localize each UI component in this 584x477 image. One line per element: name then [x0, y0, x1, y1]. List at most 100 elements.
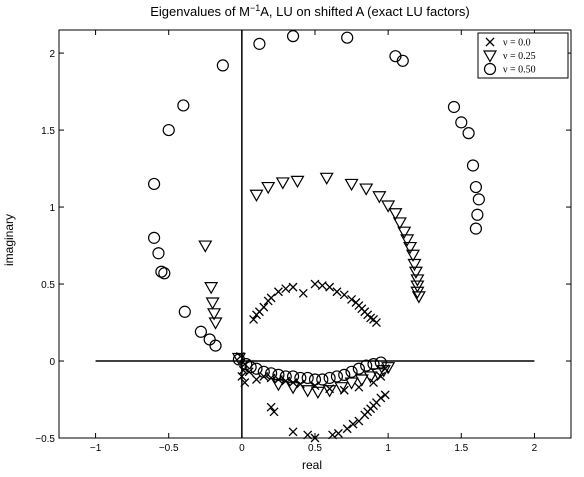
x-tick-label: 0.5 [308, 443, 322, 454]
data-point-circle [158, 267, 171, 280]
data-point-x [266, 402, 276, 412]
data-point-triangle-down [261, 181, 276, 195]
data-point-circle [472, 193, 485, 206]
data-point-circle [265, 367, 278, 380]
data-point-x [380, 390, 390, 400]
series-triangle-down [198, 172, 426, 400]
y-tick-label: 0 [49, 357, 55, 368]
data-point-triangle-down [271, 379, 286, 392]
data-point-triangle-down [381, 362, 396, 375]
data-point-circle [338, 368, 351, 381]
data-point-x [317, 281, 327, 291]
data-point-triangle-down [344, 178, 359, 192]
legend-marker-triangle-down [482, 50, 498, 63]
data-point-circle [253, 37, 266, 50]
data-point-x [369, 378, 378, 388]
data-point-x [376, 393, 386, 403]
data-point-triangle-down [359, 183, 374, 196]
data-point-circle [244, 361, 257, 374]
data-point-triangle-down [198, 240, 213, 253]
data-point-circle [147, 231, 161, 244]
data-point-triangle-down [249, 189, 264, 202]
data-point-circle [162, 123, 175, 137]
data-point-circle [345, 365, 358, 378]
y-axis-label: imaginary [2, 214, 16, 266]
data-point-circle [374, 356, 387, 369]
series-circle [147, 30, 485, 386]
data-point-triangle-down [392, 217, 407, 230]
data-point-x [342, 424, 352, 434]
data-point-triangle-down [310, 386, 325, 400]
data-point-triangle-down [411, 291, 426, 304]
data-point-triangle-down [372, 191, 387, 204]
data-point-x [371, 318, 381, 327]
legend-marker-circle [483, 62, 497, 76]
data-point-triangle-down [370, 368, 385, 381]
data-point-circle [257, 365, 270, 378]
data-point-triangle-down [286, 382, 301, 395]
data-point-circle [194, 325, 207, 338]
data-point-x [325, 282, 335, 292]
data-point-circle [471, 208, 484, 221]
data-point-x [269, 407, 279, 417]
y-tick-label: −0.5 [35, 434, 55, 445]
data-point-circle [250, 362, 263, 375]
legend-entry-label: ν = 0.50 [503, 65, 536, 76]
data-point-circle [455, 116, 468, 129]
data-point-x [348, 419, 358, 429]
plot-area-frame [58, 29, 572, 439]
data-point-x [266, 293, 276, 303]
data-point-triangle-down [204, 282, 219, 295]
data-point-x [237, 371, 247, 381]
data-point-x [310, 279, 320, 289]
legend-marker-x [485, 37, 495, 47]
axis-ticks: −1 −0.5 0 0.5 1 1.5 2 −0.5 0 0.5 1 1.5 2 [35, 30, 571, 454]
data-point-triangle-down [405, 249, 421, 262]
data-point-x [366, 313, 376, 323]
data-point-triangle-down [410, 274, 425, 287]
data-point-circle [286, 30, 300, 43]
legend-entry-label: ν = 0.0 [503, 38, 531, 49]
data-point-circle [147, 177, 161, 191]
data-point-circle [203, 333, 216, 346]
reference-lines [95, 30, 535, 438]
data-point-circle [178, 305, 191, 318]
data-point-x [288, 427, 298, 437]
data-point-triangle-down [381, 200, 396, 213]
legend: ν = 0.0 ν = 0.25 ν = 0.50 [477, 32, 569, 79]
data-point-circle [462, 127, 475, 140]
data-point-circle [301, 371, 314, 385]
data-point-circle [330, 370, 344, 383]
data-point-circle [323, 371, 336, 385]
data-point-triangle-down [363, 371, 378, 384]
data-point-x [288, 282, 298, 292]
data-point-triangle-down [207, 308, 222, 321]
data-point-circle [308, 373, 322, 386]
y-tick-label: 1 [49, 203, 55, 214]
data-point-circle [396, 54, 409, 67]
data-point-x [281, 284, 291, 294]
data-point-circle [279, 370, 292, 383]
data-point-x [310, 433, 320, 443]
data-point-triangle-down [300, 385, 315, 398]
data-point-triangle-down [344, 377, 359, 390]
data-point-circle [216, 59, 229, 72]
x-tick-label: 1 [385, 443, 391, 454]
x-tick-label: −0.5 [159, 443, 179, 454]
data-point-triangle-down [397, 226, 412, 239]
data-point-circle [209, 339, 222, 352]
data-point-x [332, 287, 342, 297]
data-point-circle [367, 357, 380, 371]
data-point-triangle-down [334, 382, 349, 395]
data-point-circle [152, 247, 165, 260]
data-point-x [240, 378, 250, 388]
data-markers [147, 30, 485, 443]
data-point-x [252, 375, 261, 384]
data-point-x [259, 371, 269, 381]
series-x [235, 279, 390, 443]
data-point-x [328, 430, 338, 440]
data-point-triangle-down [400, 234, 415, 247]
data-point-circle [469, 222, 483, 235]
